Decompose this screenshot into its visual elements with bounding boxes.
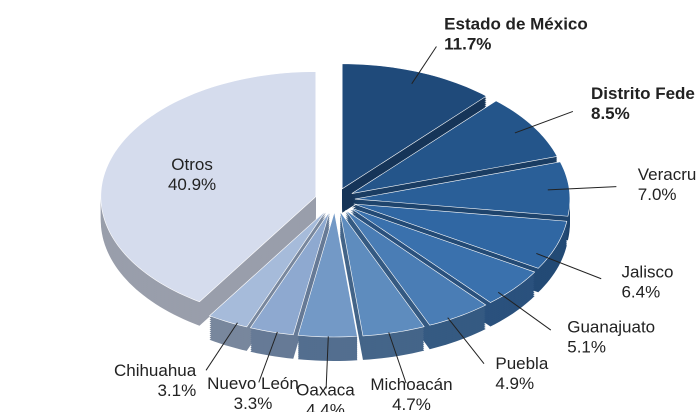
leader-line [514,110,574,134]
slice-label: Puebla [495,354,548,373]
leader-line [388,332,407,384]
slice-value-label: 6.4% [621,282,660,301]
slice-value-label: 3.1% [157,381,196,400]
slice-label: Jalisco [621,262,673,281]
pie-slice [297,211,358,361]
slice-top [100,71,317,303]
slice-value-label: 11.7% [444,34,491,53]
slice-label: Veracruz [638,165,696,184]
slice-value-label: 4.4% [306,400,345,412]
leader-line [536,252,602,280]
slice-value-label: 40.9% [168,175,216,194]
leader-line [547,186,617,191]
slice-value-label: 8.5% [591,104,630,123]
pie-slice [345,209,487,350]
slice-value-label: 4.7% [392,395,431,412]
slice-label: Chihuahua [114,361,197,380]
slice-label: Oaxaca [296,380,355,399]
leader-line [447,317,485,365]
slice-value-label: 4.9% [495,374,534,393]
slice-label: Michoacán [370,375,452,394]
slice-value-label: 7.0% [638,185,677,204]
leader-line [411,46,437,85]
leader-line [205,322,238,371]
pie-slice [339,211,425,360]
slice-label: Distrito Federal [591,84,696,103]
slice-top [249,211,330,336]
slice-top [345,209,487,326]
slice-value-label: 5.1% [567,338,606,357]
slice-label: Otros [171,155,213,174]
slice-top [350,207,536,303]
slice-label: Nuevo León [207,374,299,393]
pie-slice [249,211,330,359]
slice-label: Estado de México [444,14,588,33]
slice-top [297,211,358,338]
slice-top [208,210,327,328]
pie-slice [100,71,317,326]
leader-line [258,331,278,383]
leader-line [497,291,552,331]
slice-top [353,203,568,269]
pie-slice [341,63,487,213]
slice-value-label: 3.3% [234,394,273,412]
slice-label: Guanajuato [567,318,655,337]
leader-line [325,336,329,389]
slice-top [339,211,425,337]
